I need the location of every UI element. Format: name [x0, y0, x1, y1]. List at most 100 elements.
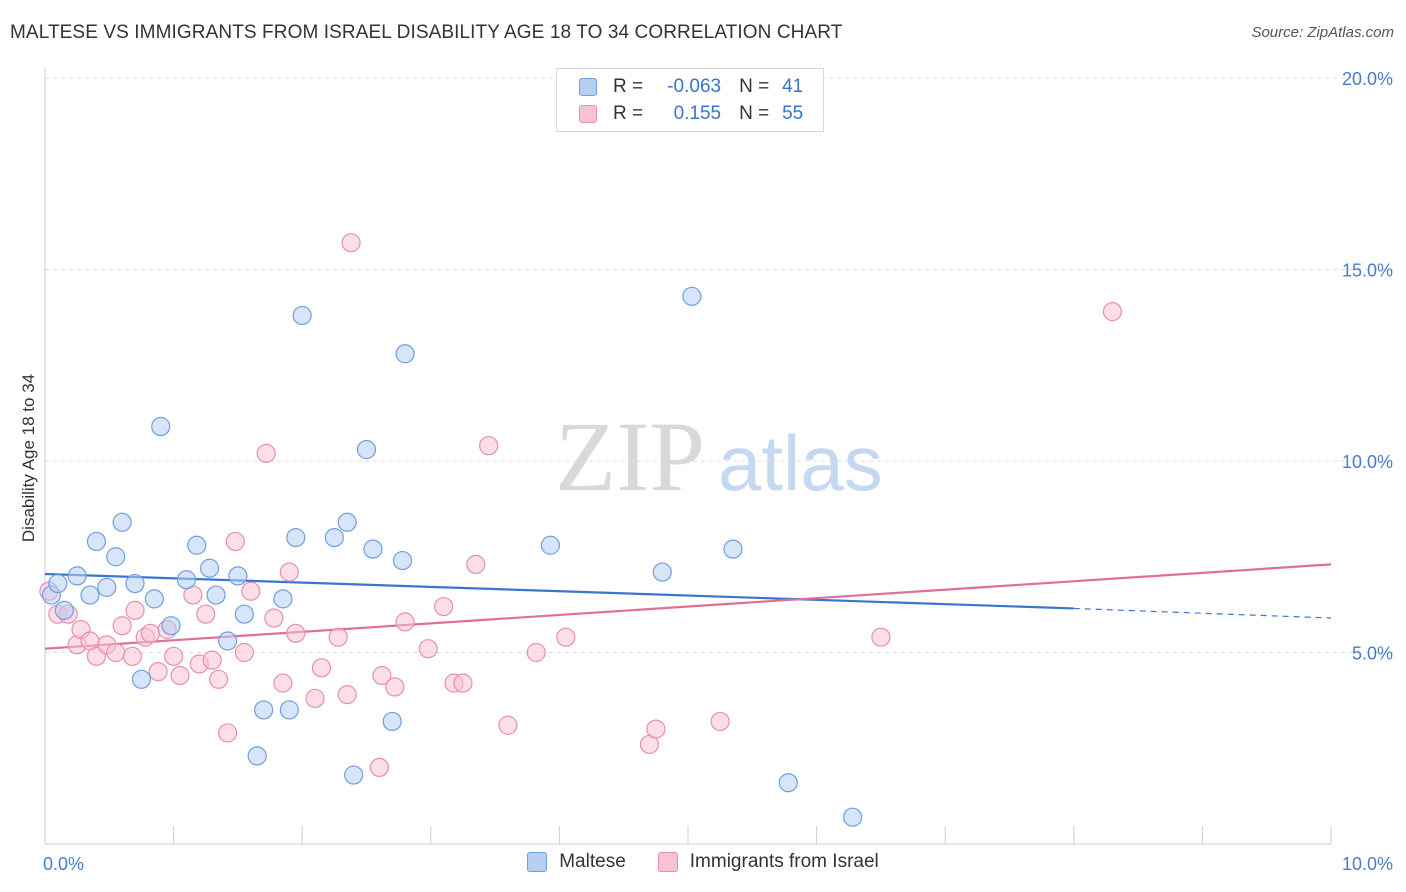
- maltese-legend-swatch: [527, 852, 548, 872]
- trend-lines: [44, 563, 1332, 650]
- r-label: R =: [613, 76, 644, 97]
- maltese-point: [106, 547, 126, 567]
- israel-point: [526, 642, 546, 663]
- israel-point: [125, 600, 145, 620]
- israel-point: [241, 581, 261, 601]
- israel-legend-swatch: [657, 852, 678, 872]
- maltese-point: [363, 539, 383, 559]
- legend-item-maltese: Maltese: [527, 851, 626, 873]
- stats-legend-row-maltese: R = -0.063 N = 41: [579, 74, 803, 100]
- israel-point: [479, 436, 499, 456]
- israel-point: [305, 688, 325, 709]
- stats-legend: R = -0.063 N = 41 R = 0.155 N = 55: [556, 68, 824, 132]
- tick-labels: 5.0% 10.0% 15.0% 20.0% 0.0% 10.0%: [43, 69, 1393, 874]
- israel-point: [106, 642, 126, 663]
- maltese-point: [356, 439, 377, 460]
- maltese-trend-line: [44, 572, 1074, 610]
- israel-swatch: [579, 105, 597, 123]
- israel-point: [202, 650, 222, 670]
- r-label: R =: [613, 103, 644, 124]
- maltese-point: [324, 527, 344, 548]
- maltese-point: [279, 700, 299, 720]
- maltese-point: [218, 631, 238, 651]
- maltese-point: [144, 589, 164, 609]
- israel-point: [369, 757, 389, 778]
- maltese-point: [97, 577, 117, 597]
- x-tick-label: 10.0%: [1342, 854, 1393, 874]
- data-points: [39, 233, 1122, 827]
- maltese-point: [652, 562, 672, 582]
- israel-point: [256, 443, 276, 463]
- israel-point: [140, 623, 161, 643]
- israel-point: [556, 627, 576, 647]
- maltese-point: [86, 531, 107, 552]
- maltese-point: [778, 773, 798, 793]
- maltese-point: [540, 535, 560, 555]
- n-label: N =: [739, 76, 770, 97]
- maltese-point: [80, 585, 100, 605]
- israel-point: [418, 639, 438, 659]
- chart-title: MALTESE VS IMMIGRANTS FROM ISRAEL DISABI…: [10, 22, 843, 43]
- maltese-point: [131, 669, 152, 689]
- legend-label-israel: Immigrants from Israel: [689, 851, 879, 872]
- n-label: N =: [739, 103, 770, 124]
- israel-point: [196, 604, 216, 624]
- israel-point: [453, 673, 473, 693]
- israel-point: [434, 596, 454, 617]
- legend-label-maltese: Maltese: [559, 851, 626, 872]
- israel-point: [328, 627, 348, 647]
- maltese-point: [200, 558, 220, 578]
- israel-point: [279, 562, 299, 582]
- israel-point: [264, 608, 284, 628]
- maltese-point: [292, 305, 312, 326]
- stats-legend-row-israel: R = 0.155 N = 55: [579, 101, 803, 127]
- israel-point: [164, 646, 184, 666]
- maltese-point: [228, 566, 248, 586]
- israel-point: [337, 685, 357, 705]
- y-axis-label: Disability Age 18 to 34: [19, 374, 38, 542]
- israel-point: [225, 531, 245, 552]
- maltese-point: [392, 550, 413, 571]
- axes: [44, 68, 1332, 845]
- maltese-trend-extension: [1073, 607, 1332, 619]
- israel-point: [395, 612, 415, 632]
- maltese-point: [247, 746, 267, 766]
- y-tick-label: 20.0%: [1342, 69, 1393, 89]
- israel-point: [710, 711, 730, 732]
- maltese-point: [112, 512, 132, 532]
- israel-point: [646, 719, 666, 739]
- israel-point: [372, 665, 392, 686]
- maltese-point: [125, 573, 145, 594]
- maltese-swatch: [579, 78, 597, 96]
- maltese-point: [273, 589, 293, 609]
- maltese-point: [382, 711, 402, 732]
- israel-point: [273, 673, 293, 693]
- maltese-point: [254, 700, 274, 720]
- israel-point: [341, 233, 361, 253]
- maltese-point: [187, 535, 207, 555]
- maltese-point: [286, 527, 306, 548]
- maltese-point: [206, 585, 226, 605]
- israel-point: [385, 677, 405, 697]
- israel-point: [466, 554, 486, 575]
- maltese-point: [723, 539, 743, 559]
- n-value: 41: [782, 76, 804, 97]
- maltese-point: [48, 573, 68, 594]
- source-label: Source: ZipAtlas.com: [1251, 24, 1394, 41]
- israel-point: [1102, 302, 1122, 322]
- israel-point: [209, 669, 229, 689]
- israel-point: [234, 642, 254, 663]
- legend-item-israel: Immigrants from Israel: [657, 851, 879, 873]
- grid-lines: [45, 77, 1393, 653]
- maltese-point: [337, 512, 357, 532]
- maltese-point: [682, 286, 702, 306]
- maltese-point: [843, 807, 863, 827]
- r-value: 0.155: [673, 103, 722, 124]
- israel-point: [286, 623, 306, 643]
- n-value: 55: [782, 103, 804, 124]
- israel-point: [311, 658, 332, 678]
- maltese-point: [67, 566, 87, 586]
- watermark-zip: ZIP: [555, 401, 705, 512]
- maltese-point: [54, 600, 74, 620]
